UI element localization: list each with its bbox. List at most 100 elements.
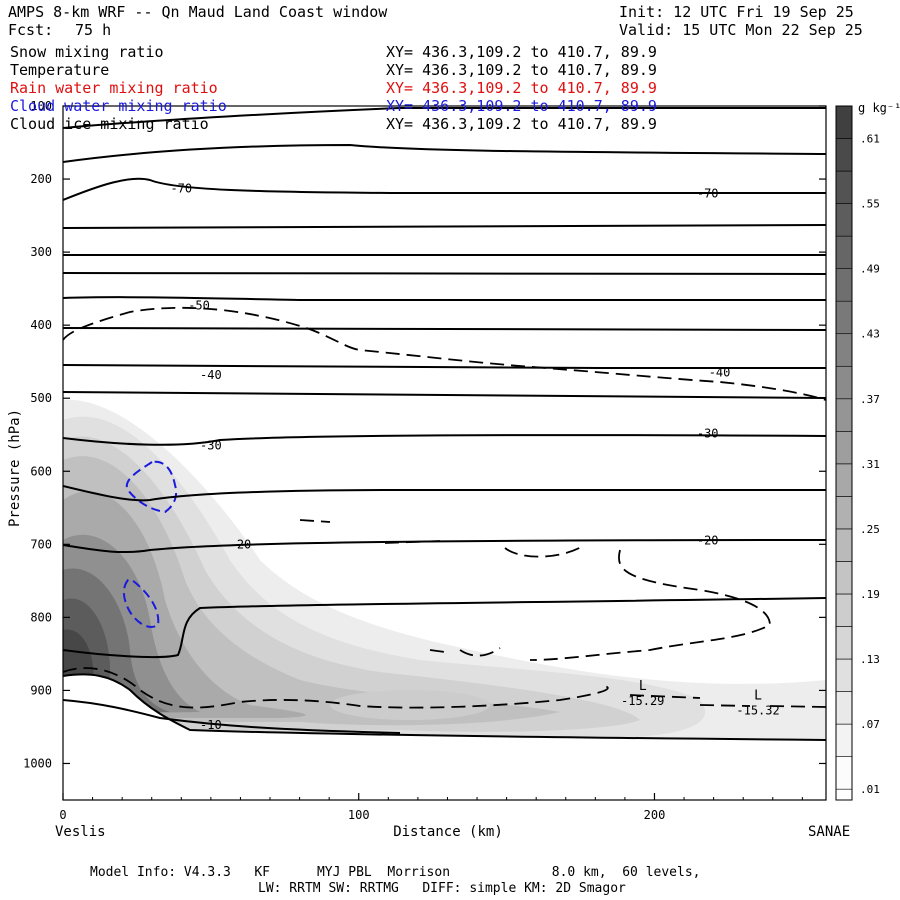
colorbar-segment bbox=[835, 431, 853, 465]
field-name-cloud-ice: Cloud ice mixing ratio bbox=[10, 115, 209, 133]
temperature-contour bbox=[63, 177, 826, 201]
colorbar-segment bbox=[835, 691, 853, 725]
colorbar-segment bbox=[835, 528, 853, 562]
field-name-cloud-water: Cloud water mixing ratio bbox=[10, 97, 227, 115]
y-axis-label: Pressure (hPa) bbox=[7, 409, 23, 527]
low-markers: L-15.29 L-15.32 bbox=[621, 679, 780, 717]
colorbar-segment bbox=[835, 105, 853, 139]
cloud-ice-contour-upper bbox=[63, 306, 826, 401]
colorbar-tick-label: .25 bbox=[860, 523, 880, 536]
colorbar-segment bbox=[835, 203, 853, 237]
temperature-contour bbox=[63, 485, 826, 502]
field-xy-cloud-water: XY= 436.3,109.2 to 410.7, 89.9 bbox=[386, 97, 657, 115]
field-xy-snow: XY= 436.3,109.2 to 410.7, 89.9 bbox=[386, 43, 657, 61]
colorbar-segment bbox=[835, 235, 853, 269]
snow-shade-secondary-max bbox=[330, 690, 490, 720]
colorbar-segment bbox=[835, 723, 853, 757]
y-tick-label: 400 bbox=[30, 318, 52, 332]
temperature-contour bbox=[63, 272, 826, 275]
plot-title: AMPS 8-km WRF -- Qn Maud Land Coast wind… bbox=[8, 3, 388, 21]
model-physics: LW: RRTM SW: RRTMG DIFF: simple KM: 2D S… bbox=[258, 881, 626, 896]
field-xy-temperature: XY= 436.3,109.2 to 410.7, 89.9 bbox=[386, 61, 657, 79]
plot-frame bbox=[62, 105, 827, 801]
colorbar-segment bbox=[835, 756, 853, 790]
colorbar-segment bbox=[835, 463, 853, 497]
temperature-contour bbox=[63, 434, 826, 446]
colorbar-segment bbox=[835, 593, 853, 627]
model-info: Model Info: V4.3.3 KF MYJ PBL Morrison 8… bbox=[90, 865, 701, 880]
x-tick-label: 0 bbox=[59, 808, 66, 822]
y-tick-label: 100 bbox=[30, 99, 52, 113]
temperature-labels: -70 -70 -50 -40 -40 -30 -30 -20 -20 -10 bbox=[170, 182, 731, 732]
field-xy-cloud-ice: XY= 436.3,109.2 to 410.7, 89.9 bbox=[386, 115, 657, 133]
cloud-water-contour-upper bbox=[125, 460, 178, 514]
temperature-contour-label: -40 bbox=[709, 366, 731, 380]
colorbar: .01 .07 .13 .19 .25 .31 .37 .43 .49 .55 .61 bbox=[835, 105, 880, 801]
temperature-contour bbox=[63, 296, 826, 301]
y-axis: 100 200 300 400 500 600 700 800 900 1000 bbox=[23, 99, 826, 770]
temperature-contour bbox=[63, 539, 826, 554]
colorbar-segment bbox=[835, 138, 853, 172]
colorbar-segment bbox=[835, 561, 853, 595]
right-endpoint-label: SANAE bbox=[808, 824, 850, 840]
forecast-hour: 75 h bbox=[75, 21, 112, 39]
field-name-rain: Rain water mixing ratio bbox=[10, 79, 218, 97]
low-marker-value: -15.32 bbox=[736, 703, 779, 717]
y-tick-label: 900 bbox=[30, 683, 52, 697]
colorbar-segment bbox=[835, 300, 853, 335]
y-tick-label: 1000 bbox=[23, 756, 52, 770]
colorbar-segment bbox=[835, 398, 853, 432]
temperature-contour bbox=[63, 673, 826, 741]
colorbar-unit: g kg⁻¹ bbox=[858, 101, 900, 115]
colorbar-tick-label: .43 bbox=[860, 328, 880, 341]
temperature-contour bbox=[63, 143, 826, 163]
y-tick-label: 500 bbox=[30, 391, 52, 405]
valid-time: Valid: 15 UTC Mon 22 Sep 25 bbox=[619, 21, 863, 39]
field-xy-rain: XY= 436.3,109.2 to 410.7, 89.9 bbox=[386, 79, 657, 97]
temperature-contour-label: -30 bbox=[200, 439, 222, 453]
left-endpoint-label: Veslis bbox=[55, 824, 106, 840]
x-axis-label: Distance (km) bbox=[393, 824, 503, 840]
temperature-contour bbox=[63, 364, 826, 369]
colorbar-segment bbox=[835, 658, 853, 692]
init-time: Init: 12 UTC Fri 19 Sep 25 bbox=[619, 3, 854, 21]
y-tick-label: 800 bbox=[30, 610, 52, 624]
cloud-water-contours bbox=[122, 460, 178, 628]
low-marker-value: -15.29 bbox=[621, 694, 664, 708]
colorbar-segment bbox=[835, 626, 853, 660]
temperature-contour-label: -20 bbox=[697, 534, 719, 548]
y-tick-label: 200 bbox=[30, 172, 52, 186]
colorbar-segment bbox=[835, 333, 853, 367]
colorbar-tick-label: .07 bbox=[860, 718, 880, 731]
colorbar-tick-label: .61 bbox=[860, 133, 880, 146]
temperature-contour-label: -30 bbox=[697, 426, 719, 440]
colorbar-tick-label: .49 bbox=[860, 263, 880, 276]
colorbar-tick-label: .19 bbox=[860, 588, 880, 601]
low-marker-symbol: L bbox=[754, 688, 762, 703]
colorbar-tick-label: .31 bbox=[860, 458, 880, 471]
temperature-contour-label: -10 bbox=[200, 718, 222, 732]
y-tick-label: 600 bbox=[30, 464, 52, 478]
temperature-contour bbox=[63, 699, 401, 734]
cloud-water-contour-lower bbox=[122, 578, 160, 628]
y-tick-label: 700 bbox=[30, 537, 52, 551]
snow-mixing-ratio-shading bbox=[63, 399, 826, 740]
temperature-contour bbox=[63, 107, 826, 129]
temperature-contours bbox=[63, 107, 826, 741]
temperature-contour-label: -70 bbox=[170, 182, 192, 196]
colorbar-tick-label: .55 bbox=[860, 198, 880, 211]
temperature-contour-label: -20 bbox=[230, 537, 252, 551]
x-tick-label: 200 bbox=[644, 808, 666, 822]
x-tick-label: 100 bbox=[348, 808, 370, 822]
colorbar-frame bbox=[835, 105, 853, 801]
field-name-temperature: Temperature bbox=[10, 61, 110, 79]
colorbar-segment bbox=[835, 365, 853, 400]
temperature-contour bbox=[63, 224, 826, 229]
forecast-label: Fcst: bbox=[8, 21, 54, 39]
x-axis: 0 100 200 bbox=[59, 793, 803, 822]
temperature-contour-label: -50 bbox=[188, 298, 210, 312]
field-name-snow: Snow mixing ratio bbox=[10, 43, 164, 61]
temperature-contour bbox=[63, 327, 826, 331]
temperature-contour-label: -40 bbox=[200, 368, 222, 382]
